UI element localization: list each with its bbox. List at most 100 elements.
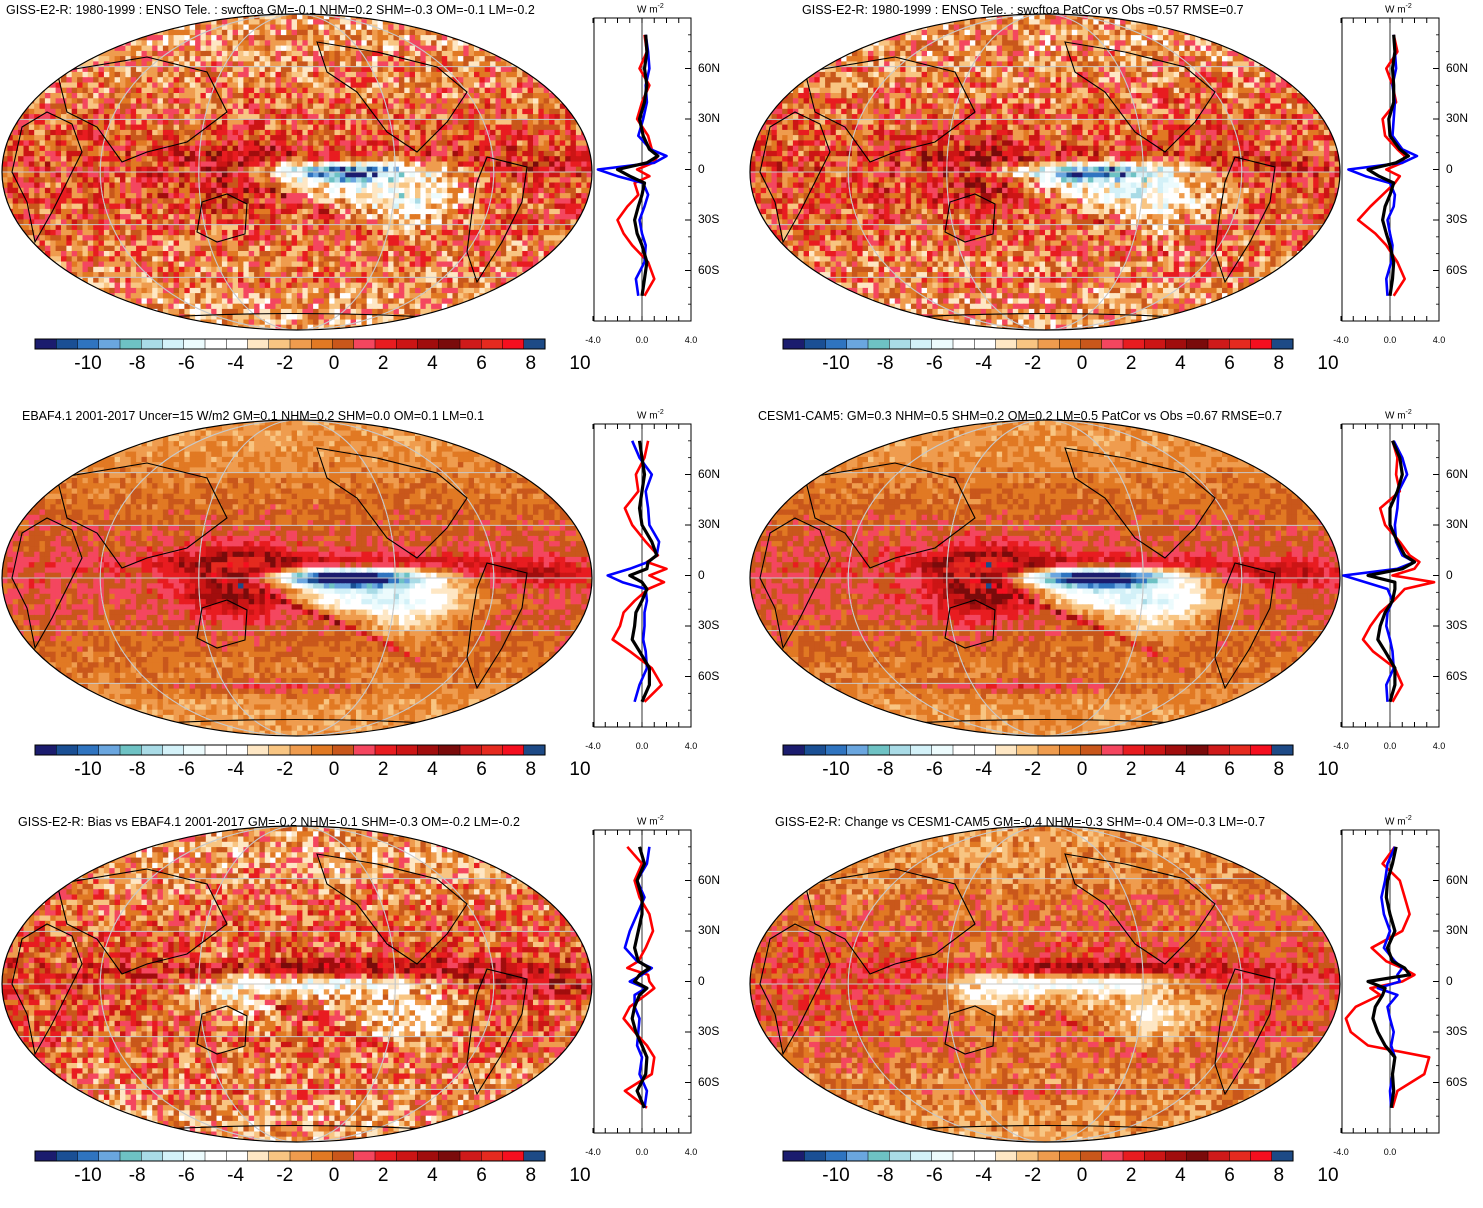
zonal-mean-profile [593, 424, 691, 727]
colorbar-swatch [524, 339, 546, 349]
zonal-line-blue [608, 441, 659, 702]
colorbar-tick-label: 4 [1175, 1165, 1186, 1187]
colorbar-tick-label: 8 [526, 759, 537, 781]
colorbar-tick-label: 2 [378, 1165, 389, 1187]
colorbar-tick-label: 6 [476, 1165, 487, 1187]
map [2, 14, 593, 331]
colorbar-swatch [1166, 1151, 1188, 1161]
lat-tick-label: 60N [1446, 873, 1468, 887]
colorbar-tick-label: -10 [74, 353, 101, 375]
colorbar-swatch [826, 745, 848, 755]
panel-title: CESM1-CAM5: GM=0.3 NHM=0.5 SHM=0.2 OM=0.… [758, 409, 1282, 423]
zonal-mean-profile [1341, 830, 1439, 1133]
colorbar-swatch [953, 1151, 975, 1161]
lat-tick-label: 0 [1446, 568, 1453, 582]
colorbar-swatch [311, 1151, 333, 1161]
colorbar-tick-label: -2 [276, 1165, 293, 1187]
colorbar-swatch [184, 745, 206, 755]
colorbar-swatch [439, 1151, 461, 1161]
colorbar-swatch [503, 745, 525, 755]
colorbar-swatch [141, 745, 163, 755]
colorbar-swatch [932, 745, 954, 755]
colorbar-swatch [290, 339, 312, 349]
lat-tick-label: 60S [698, 669, 719, 683]
colorbar-tick-label: -8 [877, 759, 894, 781]
lat-tick-label: 30N [1446, 111, 1468, 125]
colorbar-swatch [889, 1151, 911, 1161]
colorbar-swatch [1144, 745, 1166, 755]
lat-tick-label: 30N [1446, 517, 1468, 531]
colorbar-swatch [1059, 745, 1081, 755]
lat-tick-label: 0 [1446, 162, 1453, 176]
colorbar-swatch [248, 1151, 270, 1161]
colorbar-tick-label: -2 [276, 353, 293, 375]
panel-graphic [748, 0, 1483, 396]
x-tick-label: -4.0 [585, 1147, 601, 1157]
colorbar-tick-label: 0 [329, 759, 340, 781]
colorbar-swatch [1038, 339, 1060, 349]
panel-title: EBAF4.1 2001-2017 Uncer=15 W/m2 GM=0.1 N… [22, 409, 484, 423]
colorbar-swatch [99, 339, 121, 349]
lat-tick-label: 60S [1446, 263, 1467, 277]
colorbar-swatch [311, 339, 333, 349]
colorbar-swatch [439, 339, 461, 349]
colorbar-tick-label: 2 [1126, 353, 1137, 375]
colorbar-swatch [205, 1151, 227, 1161]
colorbar-swatch [783, 339, 805, 349]
colorbar-tick-label: -6 [926, 1165, 943, 1187]
colorbar-swatch [396, 1151, 418, 1161]
colorbar-swatch [1272, 1151, 1294, 1161]
colorbar-swatch [1081, 1151, 1103, 1161]
colorbar-swatch [375, 339, 397, 349]
colorbar-tick-label: 2 [1126, 1165, 1137, 1187]
lat-tick-label: 0 [698, 974, 705, 988]
colorbar-swatch [1251, 745, 1273, 755]
colorbar-swatch [953, 745, 975, 755]
colorbar-swatch [226, 339, 248, 349]
colorbar-swatch [269, 339, 291, 349]
colorbar-tick-label: 6 [1224, 759, 1235, 781]
colorbar-tick-label: -6 [178, 353, 195, 375]
colorbar-swatch [1187, 1151, 1209, 1161]
lat-tick-label: 30N [698, 111, 720, 125]
colorbar-swatch [56, 1151, 78, 1161]
colorbar-swatch [1187, 339, 1209, 349]
colorbar-swatch [163, 1151, 185, 1161]
colorbar-swatch [996, 339, 1018, 349]
colorbar-swatch [1038, 1151, 1060, 1161]
zonal-mean-profile [1341, 18, 1439, 321]
colorbar-swatch [804, 745, 826, 755]
colorbar-swatch [184, 339, 206, 349]
x-tick-label: 0.0 [1384, 741, 1397, 751]
colorbar-tick-label: 8 [1274, 353, 1285, 375]
zonal-mean-profile [593, 18, 691, 321]
colorbar-swatch [163, 745, 185, 755]
colorbar-tick-label: 4 [1175, 759, 1186, 781]
colorbar-swatch [1059, 1151, 1081, 1161]
colorbar-swatch [354, 745, 376, 755]
colorbar-swatch [889, 745, 911, 755]
colorbar-tick-label: 2 [1126, 759, 1137, 781]
colorbar-swatch [333, 339, 355, 349]
lat-tick-label: 30S [698, 212, 719, 226]
zonal-mean-profile [593, 830, 691, 1133]
figure-panel: GISS-E2-R: Change vs CESM1-CAM5 GM=-0.4 … [748, 812, 1483, 1208]
colorbar-swatch [932, 1151, 954, 1161]
colorbar [783, 1151, 1293, 1161]
colorbar-tick-label: 8 [526, 1165, 537, 1187]
lat-tick-label: 60N [1446, 467, 1468, 481]
colorbar-tick-label: -6 [926, 353, 943, 375]
colorbar-swatch [439, 745, 461, 755]
lat-tick-label: 30S [1446, 618, 1467, 632]
colorbar-tick-label: -2 [276, 759, 293, 781]
panel-graphic [748, 812, 1483, 1208]
colorbar-swatch [1229, 1151, 1251, 1161]
colorbar-tick-label: -4 [227, 759, 244, 781]
colorbar-tick-label: 6 [1224, 353, 1235, 375]
colorbar-tick-label: 10 [1317, 759, 1338, 781]
colorbar-tick-label: 10 [1317, 353, 1338, 375]
colorbar-swatch [333, 745, 355, 755]
colorbar-swatch [1081, 339, 1103, 349]
colorbar-swatch [911, 1151, 933, 1161]
colorbar-tick-label: -4 [227, 353, 244, 375]
